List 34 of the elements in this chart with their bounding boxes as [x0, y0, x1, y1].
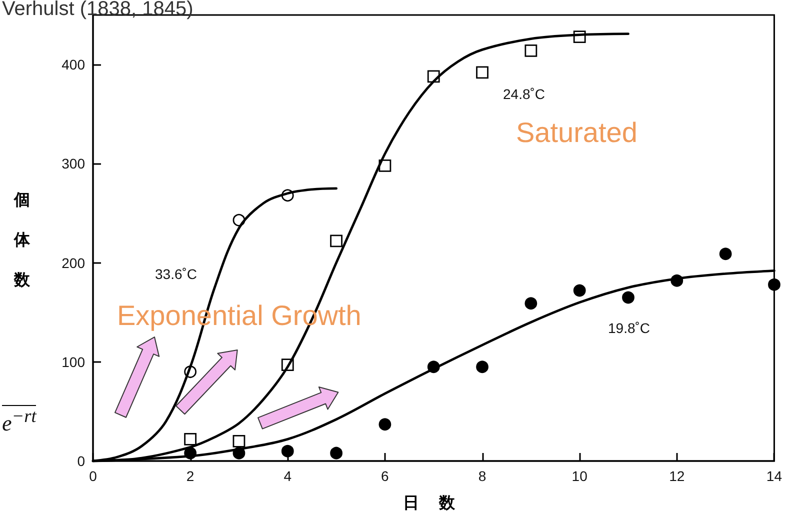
x-tick-label: 12 [669, 468, 685, 484]
point [524, 44, 538, 57]
y-tick-label: 0 [77, 453, 86, 469]
point [476, 360, 488, 374]
x-tick-label: 8 [478, 468, 486, 484]
point [524, 297, 538, 310]
point [378, 418, 392, 431]
point [476, 66, 488, 79]
y-tick-label: 200 [62, 254, 86, 271]
text: e$^{−rt}$ [2, 405, 36, 436]
point [330, 446, 342, 460]
y-tick-label: 100 [62, 354, 86, 370]
annotation: 24.8˚C [503, 86, 546, 102]
x-tick-label: 2 [186, 468, 194, 484]
annotation: 19.8˚C [608, 320, 650, 336]
point [719, 248, 732, 260]
point [573, 284, 586, 297]
point [232, 434, 246, 448]
x-tick-label: 6 [381, 468, 390, 484]
y-tick-label: 400 [62, 56, 86, 73]
x-tick-label: 4 [284, 468, 292, 484]
point [768, 278, 780, 291]
x-tick-label: 0 [89, 468, 98, 484]
annotation: Saturated [516, 117, 638, 149]
y-tick-label: 300 [62, 156, 86, 172]
x-tick-label: 10 [572, 468, 588, 484]
point [184, 432, 197, 446]
point [281, 444, 294, 458]
x-tick-label: 14 [766, 468, 782, 484]
point [622, 291, 634, 304]
text: 個体数 [14, 190, 30, 289]
x-axis-title: 日数 [403, 493, 475, 514]
point [330, 234, 342, 248]
annotation: 33.6˚C [155, 266, 198, 282]
